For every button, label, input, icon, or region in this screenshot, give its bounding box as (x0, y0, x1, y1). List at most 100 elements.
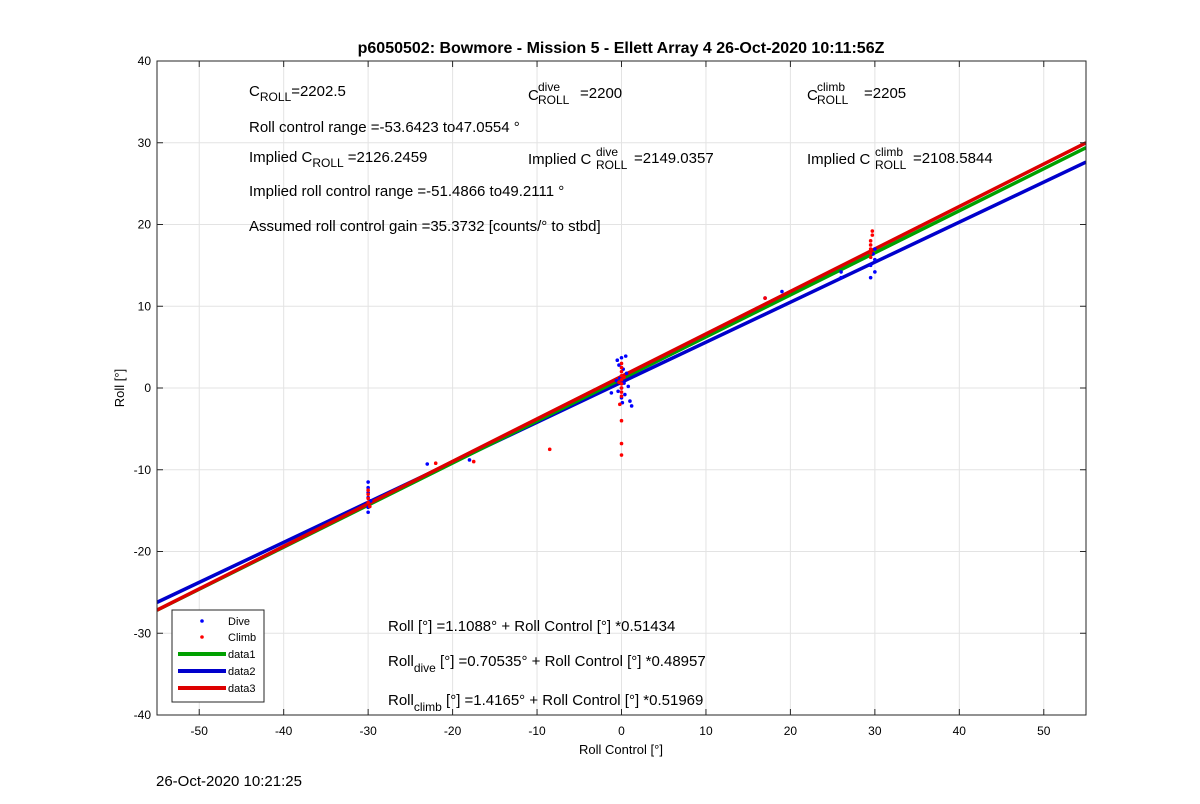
point-climb (870, 229, 875, 233)
x-axis-label: Roll Control [°] (579, 742, 663, 757)
point-dive (839, 275, 843, 280)
point-climb (868, 239, 873, 243)
point-climb (870, 233, 875, 237)
annotation-implied-c-roll-dive-sub: ROLL (596, 158, 628, 172)
point-climb (618, 402, 622, 407)
point-dive (425, 462, 430, 466)
legend-label-climb: Climb (228, 632, 256, 644)
point-climb (433, 461, 438, 466)
annotation-c-roll-climb-sub: ROLL (817, 93, 849, 107)
point-climb (366, 492, 370, 497)
annotation-fit-dive: Rolldive [°] =0.70535° + Roll Control [°… (388, 653, 706, 675)
legend: Dive Climb data1 data2 data3 (171, 609, 265, 703)
x-tick-label: -30 (359, 724, 377, 738)
y-tick-label: -20 (134, 545, 152, 559)
point-climb (868, 255, 873, 259)
point-climb (547, 447, 552, 452)
chart-title: p6050502: Bowmore - Mission 5 - Ellett A… (358, 40, 885, 57)
annotation-implied-c-roll-climb-value: =2108.5844 (913, 150, 993, 167)
x-tick-label: 30 (868, 724, 882, 738)
annotation-c-roll-climb: C (807, 87, 818, 104)
x-tick-label: 50 (1037, 724, 1051, 738)
point-dive (366, 480, 370, 484)
point-climb (622, 375, 626, 380)
point-climb (763, 296, 767, 300)
annotation-c-roll-dive-sub: ROLL (538, 93, 570, 107)
annotation-c-roll: CROLL=2202.5 (249, 83, 346, 104)
annotation-implied-c-roll-climb-sub: ROLL (875, 158, 907, 172)
legend-label-dive: Dive (228, 616, 250, 628)
legend-marker-climb (200, 635, 204, 639)
x-tick-label: -40 (275, 724, 293, 738)
annotation-implied-c-roll: Implied CROLL =2126.2459 (249, 149, 427, 170)
y-tick-label: -40 (134, 708, 152, 722)
x-tick-label: -50 (191, 724, 209, 738)
point-climb (366, 488, 370, 492)
point-dive (628, 399, 632, 403)
point-dive (868, 263, 873, 268)
point-climb (619, 394, 624, 398)
point-dive (839, 270, 843, 274)
point-climb (368, 504, 372, 509)
x-tick-label: 20 (784, 724, 798, 738)
point-dive (366, 510, 370, 515)
point-dive (609, 391, 614, 395)
point-dive (868, 275, 873, 280)
point-dive (616, 389, 620, 394)
point-dive (873, 257, 877, 262)
annotation-implied-c-roll-climb: Implied C (807, 151, 871, 168)
point-climb (617, 380, 621, 385)
point-dive (626, 384, 631, 389)
point-climb (471, 459, 476, 464)
annotation-c-roll-climb-sup: climb (817, 80, 845, 94)
x-tick-label: -20 (444, 724, 462, 738)
y-tick-label: 10 (138, 299, 152, 313)
y-tick-label: -30 (134, 626, 152, 640)
point-climb (619, 390, 624, 394)
point-climb (619, 378, 624, 382)
annotation-implied-range: Implied roll control range =-51.4866 to4… (249, 183, 564, 200)
annotation-c-roll-dive-sup: dive (538, 80, 560, 94)
annotation-implied-c-roll-climb-sup: climb (875, 145, 903, 159)
point-climb (366, 500, 370, 505)
annotation-implied-c-roll-dive-sup: dive (596, 145, 618, 159)
legend-label-data2: data2 (228, 666, 256, 678)
x-tick-label: 10 (699, 724, 713, 738)
y-axis-label: Roll [°] (112, 369, 127, 407)
point-climb (619, 441, 624, 446)
ticks: -50 -40 -30 -20 -10 0 10 20 30 40 50 -40 -30 -20 -10 0 1… (134, 54, 1086, 738)
point-dive (619, 355, 624, 360)
legend-marker-dive (200, 619, 204, 623)
point-climb (619, 361, 624, 366)
point-climb (619, 365, 624, 370)
point-dive (624, 371, 629, 376)
scatter-points (366, 229, 877, 515)
point-climb (619, 418, 624, 423)
point-dive (873, 247, 877, 251)
annotation-range: Roll control range =-53.6423 to47.0554 ° (249, 119, 520, 136)
point-dive (873, 270, 877, 274)
legend-label-data1: data1 (228, 649, 256, 661)
point-climb (366, 496, 370, 501)
annotations: CROLL=2202.5 C dive ROLL =2200 C climb R… (249, 80, 993, 714)
point-climb (619, 386, 624, 390)
y-tick-label: 0 (144, 381, 151, 395)
x-tick-label: -10 (528, 724, 546, 738)
y-tick-label: -10 (134, 463, 152, 477)
annotation-c-roll-climb-value: =2205 (864, 85, 906, 102)
y-tick-label: 30 (138, 136, 152, 150)
footer-timestamp: 26-Oct-2020 10:21:25 (156, 773, 302, 790)
y-tick-label: 20 (138, 218, 152, 232)
legend-label-data3: data3 (228, 683, 256, 695)
point-dive (615, 358, 620, 363)
annotation-implied-c-roll-dive-value: =2149.0357 (634, 150, 714, 167)
point-climb (868, 251, 873, 255)
y-tick-label: 40 (138, 54, 152, 68)
annotation-fit-climb: Rollclimb [°] =1.4165° + Roll Control [°… (388, 692, 703, 714)
annotation-fit-all: Roll [°] =1.1088° + Roll Control [°] *0.… (388, 618, 675, 635)
point-dive (629, 404, 634, 408)
annotation-gain: Assumed roll control gain =35.3732 [coun… (249, 218, 601, 235)
x-tick-label: 40 (953, 724, 967, 738)
point-dive (623, 354, 628, 358)
